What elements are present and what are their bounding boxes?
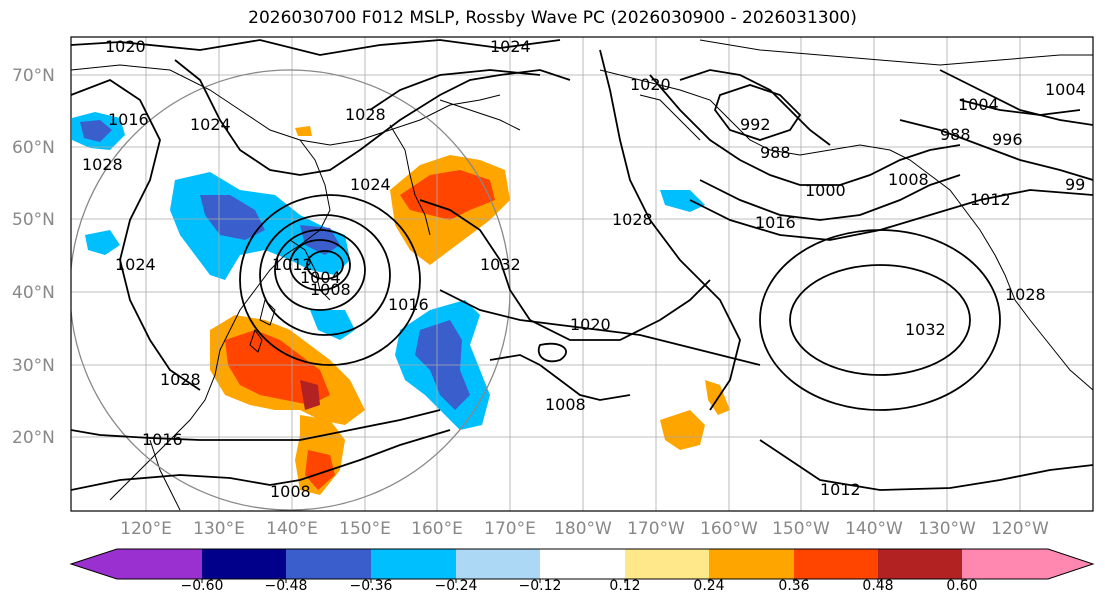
contour-label: 1016	[108, 110, 149, 129]
colorbar-tick-label: 0.36	[778, 578, 809, 594]
contour-label: 1000	[805, 181, 846, 200]
contour-label: 1004	[1045, 80, 1086, 99]
lat-label: 60°N	[12, 138, 55, 158]
colorbar-segment	[540, 549, 625, 579]
colorbar-tick-label: 0.60	[946, 578, 977, 594]
colorbar-tick-label: −0.36	[350, 578, 393, 594]
contour-label: 1008	[310, 280, 351, 299]
colorbar-tick-label: 0.12	[609, 578, 640, 594]
contour-label: 1012	[272, 255, 313, 274]
lat-label: 40°N	[12, 283, 55, 303]
colorbar-segment	[794, 549, 878, 579]
contour-label: 988	[940, 125, 971, 144]
contour-label: 1008	[545, 395, 586, 414]
colorbar-tick-label: −0.24	[435, 578, 478, 594]
lat-label: 30°N	[12, 356, 55, 376]
contour-label: 1032	[480, 255, 521, 274]
colorbar-segment	[625, 549, 709, 579]
lon-label: 160°W	[700, 519, 758, 539]
contour-label: 1028	[345, 105, 386, 124]
colorbar-segment	[202, 549, 286, 579]
contour-label: 992	[740, 115, 771, 134]
lon-label: 160°E	[411, 519, 463, 539]
colorbar-extend-high	[1048, 549, 1093, 579]
contour-label: 1016	[388, 295, 429, 314]
colorbar-segment	[286, 549, 371, 579]
lat-label: 70°N	[12, 66, 55, 86]
colorbar-segment	[878, 549, 962, 579]
lon-label: 150°W	[772, 519, 830, 539]
contour-label: 996	[992, 130, 1023, 149]
contour-label: 1012	[820, 480, 861, 499]
graticule	[71, 37, 1093, 511]
lon-label: 170°W	[627, 519, 685, 539]
lat-label: 20°N	[12, 428, 55, 448]
contour-label: 1004	[958, 95, 999, 114]
plot-frame	[70, 36, 1094, 512]
lon-label: 120°W	[991, 519, 1049, 539]
chart-title: 2026030700 F012 MSLP, Rossby Wave PC (20…	[248, 8, 857, 28]
contour-label: 1008	[270, 482, 311, 501]
contour-label: 1028	[1005, 285, 1046, 304]
colorbar-tick-label: −0.60	[181, 578, 224, 594]
contour-label: 1024	[350, 175, 391, 194]
contour-label: 1012	[970, 190, 1011, 209]
contour-label: 1016	[142, 430, 183, 449]
colorbar-tick-labels: −0.60 −0.48 −0.36 −0.24 −0.12 0.12 0.24 …	[181, 578, 978, 594]
plot-area	[71, 37, 1093, 511]
lat-label: 50°N	[12, 210, 55, 230]
contour-label: 1008	[888, 170, 929, 189]
contour-label: 1020	[105, 37, 146, 56]
colorbar-extend-low	[71, 549, 117, 579]
colorbar-tick-label: 0.24	[693, 578, 724, 594]
latitude-labels: 70°N 60°N 50°N 40°N 30°N 20°N	[12, 66, 55, 448]
colorbar-segment	[962, 549, 1048, 579]
lon-label: 120°E	[120, 519, 172, 539]
lon-label: 130°W	[918, 519, 976, 539]
colorbar-outline	[69, 548, 1095, 580]
contour-labels: 1020 1024 1016 1028 1024 1024 1028 1024 …	[82, 37, 1086, 501]
longitude-labels: 120°E 130°E 140°E 150°E 160°E 170°E 180°…	[120, 519, 1049, 539]
colorbar-segment	[371, 549, 456, 579]
contour-label: 1024	[490, 37, 531, 56]
contour-label: 1028	[160, 370, 201, 389]
lon-label: 170°E	[484, 519, 536, 539]
colorbar-segment	[456, 549, 540, 579]
colorbar-segment	[117, 549, 202, 579]
colorbar-tick-label: −0.48	[265, 578, 308, 594]
mslp-contours	[71, 39, 1093, 491]
contour-label: 1024	[190, 115, 231, 134]
colorbar-tick-label: −0.12	[519, 578, 562, 594]
colorbar-segment	[709, 549, 794, 579]
contour-label: 99	[1065, 175, 1085, 194]
lon-label: 130°E	[193, 519, 245, 539]
contour-label: 1024	[115, 255, 156, 274]
lon-label: 140°E	[266, 519, 318, 539]
contour-label: 1004	[300, 268, 341, 287]
lon-label: 180°W	[554, 519, 612, 539]
contour-label: 1020	[570, 315, 611, 334]
contour-label: 988	[760, 143, 791, 162]
colorbar-tick-label: 0.48	[862, 578, 893, 594]
contour-label: 1016	[755, 213, 796, 232]
contour-label: 1028	[612, 210, 653, 229]
contour-label: 1032	[905, 320, 946, 339]
lon-label: 150°E	[339, 519, 391, 539]
contour-label: 1020	[630, 75, 671, 94]
contour-label: 1028	[82, 155, 123, 174]
lon-label: 140°W	[845, 519, 903, 539]
anomaly-shading	[72, 112, 730, 495]
colorbar	[69, 548, 1095, 583]
